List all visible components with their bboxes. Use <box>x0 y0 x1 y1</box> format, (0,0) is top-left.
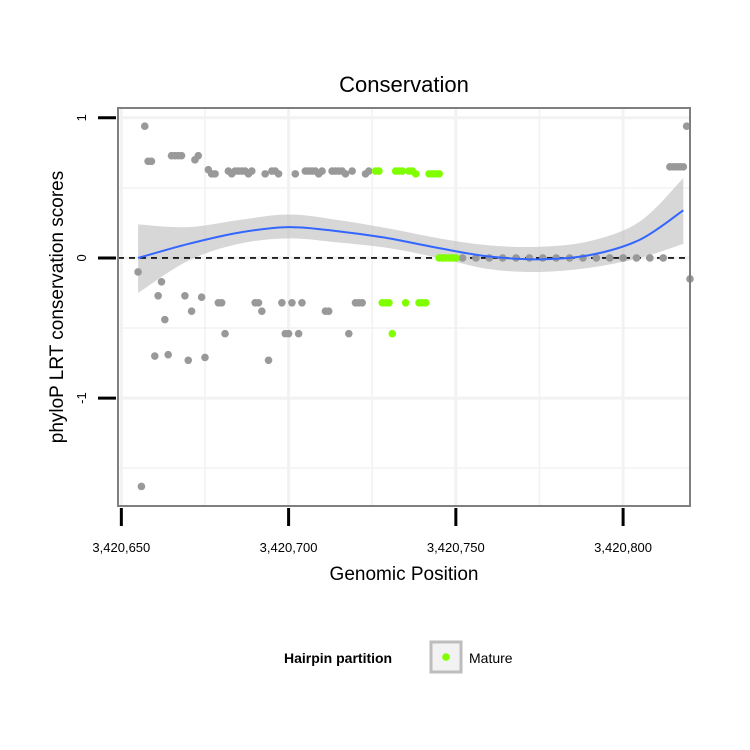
other-point <box>157 277 166 286</box>
legend-key-box <box>429 640 463 674</box>
other-point <box>682 122 691 131</box>
mature-point <box>452 254 460 262</box>
other-point <box>525 254 534 262</box>
other-point <box>284 329 293 338</box>
other-point <box>646 254 654 262</box>
other-point <box>137 482 146 491</box>
x-axis: 3,420,650 3,420,700 3,420,750 3,420,800 <box>92 508 652 555</box>
other-point <box>619 254 627 262</box>
legend-title: Hairpin partition <box>284 650 392 666</box>
legend: Hairpin partition Mature <box>284 640 513 674</box>
other-point <box>458 254 467 262</box>
other-point <box>164 350 172 359</box>
other-point <box>154 291 162 300</box>
other-point <box>288 298 296 307</box>
x-tick-label: 3,420,700 <box>260 540 318 555</box>
other-point <box>187 307 196 316</box>
mature-point <box>375 167 383 175</box>
mature-point <box>385 298 393 307</box>
other-point <box>258 307 266 316</box>
other-point <box>201 353 209 362</box>
other-point <box>472 254 480 262</box>
other-point <box>211 170 219 178</box>
other-point <box>140 122 149 131</box>
other-point <box>161 315 169 324</box>
x-tick-label: 3,420,750 <box>427 540 485 555</box>
mature-point <box>388 329 397 338</box>
other-point <box>197 293 206 301</box>
other-point <box>264 356 273 365</box>
other-point <box>291 170 300 178</box>
mature-point <box>411 170 420 178</box>
other-point <box>298 298 306 307</box>
other-point <box>184 356 193 365</box>
plot-panel <box>117 107 694 507</box>
other-point <box>217 298 226 307</box>
other-point <box>324 307 333 316</box>
other-point <box>134 268 142 276</box>
other-point <box>261 170 269 178</box>
y-tick-label: 1 <box>74 114 89 121</box>
other-point <box>679 163 688 171</box>
x-tick-label: 3,420,800 <box>594 540 652 555</box>
mature-point <box>398 167 407 175</box>
other-point <box>221 329 229 338</box>
other-point <box>539 254 547 262</box>
legend-mature-label: Mature <box>469 650 513 666</box>
other-point <box>345 329 353 338</box>
x-axis-label: Genomic Position <box>330 564 479 585</box>
other-point <box>254 298 263 307</box>
other-point <box>274 170 283 178</box>
y-axis: 1 0 -1 <box>74 114 116 404</box>
mature-point <box>435 170 443 178</box>
smooth-fit-line <box>137 209 684 261</box>
legend-mature-marker <box>442 653 450 661</box>
other-point <box>318 167 326 175</box>
y-axis-label: phyloP LRT conservation scores <box>47 171 68 444</box>
other-point <box>592 254 601 262</box>
other-point <box>177 151 186 160</box>
other-point <box>348 167 356 175</box>
other-point <box>632 254 641 262</box>
panel-border <box>117 107 691 507</box>
other-point <box>365 167 373 175</box>
other-point <box>605 254 614 262</box>
other-point <box>294 329 303 338</box>
other-point <box>278 298 286 307</box>
x-tick-label: 3,420,650 <box>92 540 150 555</box>
other-point <box>659 254 668 262</box>
mature-point <box>401 298 410 307</box>
y-tick-label: -1 <box>74 392 89 404</box>
other-point <box>194 151 203 160</box>
confidence-band <box>138 178 684 293</box>
y-tick-label: 0 <box>74 254 89 261</box>
other-point <box>150 352 159 360</box>
other-point <box>358 298 366 307</box>
other-point <box>147 157 156 166</box>
mature-point <box>421 298 430 307</box>
other-point <box>248 167 256 175</box>
chart-title: Conservation <box>339 72 469 97</box>
other-point <box>181 291 189 300</box>
other-point <box>341 170 350 178</box>
